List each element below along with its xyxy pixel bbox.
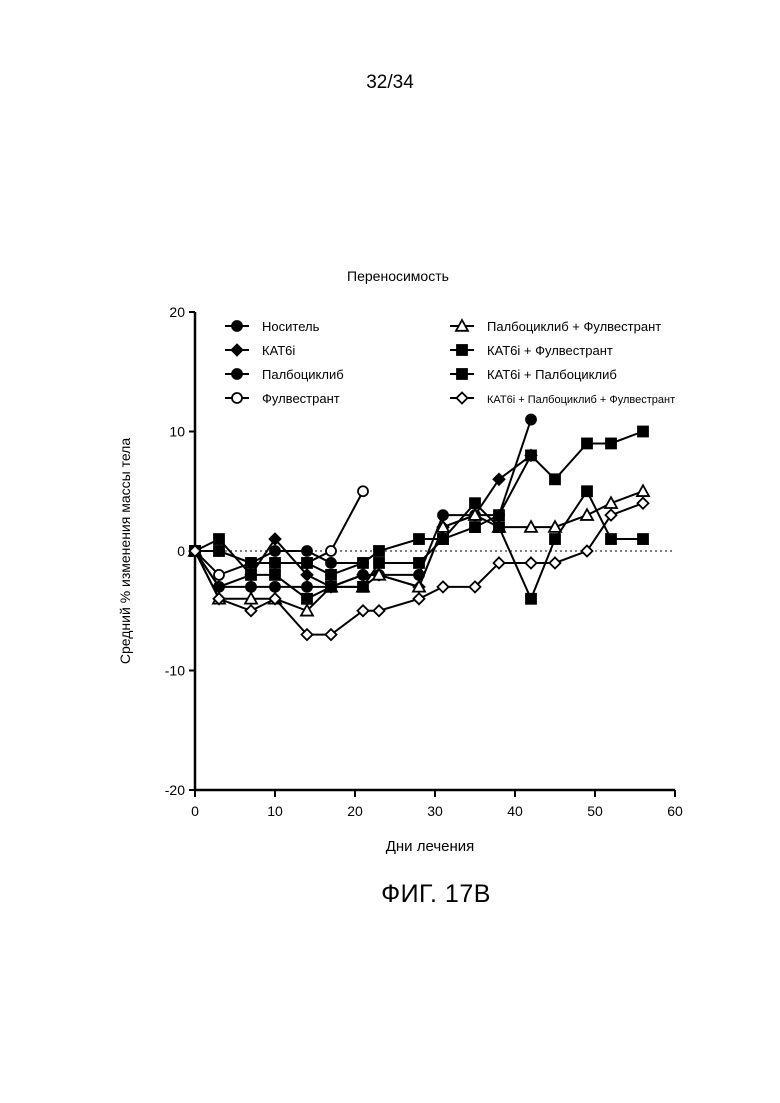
data-point bbox=[358, 582, 368, 592]
legend-label: Носитель bbox=[262, 319, 320, 334]
data-point bbox=[638, 534, 648, 544]
x-tick-label: 20 bbox=[347, 803, 363, 819]
data-point bbox=[470, 498, 480, 508]
data-point bbox=[550, 474, 560, 484]
data-point bbox=[358, 570, 368, 580]
data-point bbox=[374, 605, 385, 616]
series-layer bbox=[189, 415, 649, 641]
data-point bbox=[326, 570, 336, 580]
data-point bbox=[438, 581, 449, 592]
legend-label: КАТ6i + Палбоциклиб bbox=[487, 367, 617, 382]
x-tick-label: 10 bbox=[267, 803, 283, 819]
y-tick-label: 10 bbox=[169, 424, 185, 440]
data-point bbox=[214, 546, 224, 556]
legend-marker bbox=[232, 393, 242, 403]
legend-entry: Носитель bbox=[225, 319, 320, 334]
legend-entry: КАТ6i bbox=[225, 343, 295, 358]
x-tick-label: 30 bbox=[427, 803, 443, 819]
data-point bbox=[526, 415, 536, 425]
data-point bbox=[526, 450, 536, 460]
data-point bbox=[581, 509, 593, 520]
data-point bbox=[494, 510, 504, 520]
data-point bbox=[302, 582, 312, 592]
data-point bbox=[606, 534, 616, 544]
chart-title: Переносимость bbox=[347, 268, 449, 284]
legend-entry: Палбоциклиб + Фулвестрант bbox=[450, 319, 661, 334]
data-point bbox=[246, 605, 257, 616]
data-point bbox=[214, 570, 224, 580]
series-line bbox=[195, 432, 643, 575]
x-axis-label: Дни лечения bbox=[386, 838, 475, 855]
data-point bbox=[582, 438, 592, 448]
data-point bbox=[550, 557, 561, 568]
data-point bbox=[494, 522, 504, 532]
data-point bbox=[582, 546, 593, 557]
data-point bbox=[414, 593, 425, 604]
legend-label: Палбоциклиб + Фулвестрант bbox=[487, 319, 661, 334]
y-tick-label: -20 bbox=[165, 782, 185, 798]
legend-marker bbox=[457, 345, 467, 355]
data-point bbox=[270, 582, 280, 592]
data-point bbox=[326, 546, 336, 556]
y-axis-label: Средний % изменения массы тела bbox=[117, 438, 133, 664]
data-point bbox=[214, 534, 224, 544]
legend-label: КАТ6i bbox=[262, 343, 295, 358]
legend-entry: КАТ6i + Палбоциклиб bbox=[450, 367, 617, 382]
y-tick-label: -10 bbox=[165, 663, 185, 679]
data-point bbox=[438, 534, 448, 544]
data-point bbox=[358, 558, 368, 568]
x-tick-label: 0 bbox=[191, 803, 199, 819]
data-point bbox=[270, 558, 280, 568]
data-point bbox=[246, 570, 256, 580]
data-point bbox=[326, 558, 336, 568]
data-point bbox=[638, 498, 649, 509]
data-point bbox=[606, 438, 616, 448]
data-point bbox=[302, 558, 312, 568]
legend-label: КАТ6i + Фулвестрант bbox=[487, 343, 613, 358]
data-point bbox=[582, 486, 592, 496]
data-point bbox=[638, 427, 648, 437]
legend-entry: Палбоциклиб bbox=[225, 367, 344, 382]
data-point bbox=[414, 558, 424, 568]
legend-entry: КАТ6i + Фулвестрант bbox=[450, 343, 613, 358]
legend-marker bbox=[232, 345, 243, 356]
data-point bbox=[326, 582, 336, 592]
x-tick-label: 40 bbox=[507, 803, 523, 819]
figure-caption: ФИГ. 17B bbox=[0, 880, 780, 909]
data-point bbox=[637, 485, 649, 496]
x-tick-label: 60 bbox=[667, 803, 683, 819]
data-point bbox=[358, 486, 368, 496]
data-point bbox=[246, 582, 256, 592]
x-tick-label: 50 bbox=[587, 803, 603, 819]
legend-label: КАТ6i + Палбоциклиб + Фулвестрант bbox=[487, 394, 675, 406]
data-point bbox=[470, 522, 480, 532]
data-point bbox=[302, 594, 312, 604]
data-point bbox=[270, 570, 280, 580]
legend-marker bbox=[232, 369, 242, 379]
series-8 bbox=[190, 498, 649, 640]
data-point bbox=[414, 534, 424, 544]
series-line bbox=[195, 503, 643, 634]
legend-marker bbox=[457, 393, 468, 404]
data-point bbox=[526, 557, 537, 568]
y-tick-label: 20 bbox=[169, 304, 185, 320]
data-point bbox=[438, 510, 448, 520]
data-point bbox=[526, 594, 536, 604]
legend-marker bbox=[457, 369, 467, 379]
data-point bbox=[374, 546, 384, 556]
legend-entry: Фулвестрант bbox=[225, 391, 340, 406]
legend-entry: КАТ6i + Палбоциклиб + Фулвестрант bbox=[450, 393, 675, 407]
data-point bbox=[374, 558, 384, 568]
data-point bbox=[302, 546, 312, 556]
data-point bbox=[550, 534, 560, 544]
data-point bbox=[606, 510, 617, 521]
legend-marker bbox=[232, 321, 242, 331]
legend: Носитель КАТ6i Палбоциклиб Фулвестрант Палбо… bbox=[225, 319, 675, 406]
legend-label: Фулвестрант bbox=[262, 391, 340, 406]
data-point bbox=[270, 546, 280, 556]
data-point bbox=[246, 558, 256, 568]
y-tick-label: 0 bbox=[177, 543, 185, 559]
legend-label: Палбоциклиб bbox=[262, 367, 344, 382]
